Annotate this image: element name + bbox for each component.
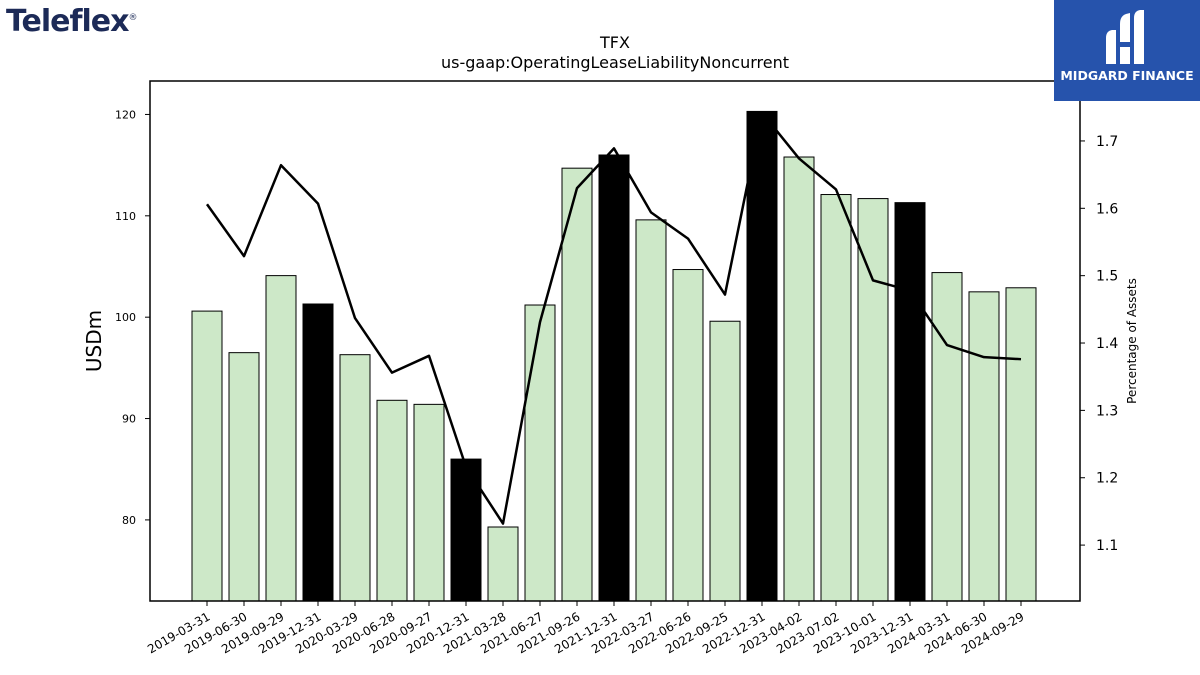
bar-2021-03-28 [487, 526, 519, 602]
bar-2019-03-31 [191, 310, 223, 602]
teleflex-wordmark: Teleflex [6, 4, 129, 39]
y2-tick-label-1.3: 1.3 [1096, 403, 1118, 419]
y-tick-label-90: 90 [122, 413, 136, 426]
left-axis: 80 90 100 110 120 [115, 108, 150, 527]
bar-2023-10-01 [857, 198, 889, 602]
bar-2024-06-30 [968, 291, 1000, 602]
midgard-wordmark: MIDGARD FINANCE [1060, 68, 1194, 83]
y2-tick-label-1.5: 1.5 [1096, 269, 1118, 285]
y2-tick-label-1.1: 1.1 [1096, 538, 1118, 554]
bar-2020-09-27 [413, 403, 445, 602]
teleflex-logo: Teleflex® [6, 4, 138, 39]
bar-2024-03-31 [931, 272, 963, 602]
y-axis-label: USDm [82, 310, 106, 372]
y2-axis-label: Percentage of Assets [1125, 278, 1139, 404]
x-axis: 2019-03-312019-06-302019-09-292019-12-31… [145, 601, 1027, 656]
bar-2019-09-29 [265, 275, 297, 602]
y-tick-label-120: 120 [115, 108, 136, 121]
bar-2021-12-31 [598, 154, 630, 602]
bar-2022-06-26 [672, 269, 704, 602]
bar-2020-03-29 [339, 354, 371, 602]
y-tick-label-110: 110 [115, 210, 136, 223]
y-tick-label-80: 80 [122, 514, 136, 527]
percentage-line [205, 111, 1022, 525]
y-tick-label-100: 100 [115, 311, 136, 324]
bar-2023-04-02 [783, 156, 815, 602]
bars-group [191, 110, 1037, 602]
bar-2020-12-31 [450, 458, 482, 602]
bar-2022-09-25 [709, 320, 741, 602]
bar-2023-12-31 [894, 202, 926, 602]
y2-tick-label-1.4: 1.4 [1096, 336, 1118, 352]
bar-2024-09-29 [1005, 287, 1037, 602]
right-axis: 1.1 1.2 1.3 1.4 1.5 1.6 1.7 [1080, 134, 1118, 554]
plot-frame [149, 80, 1081, 602]
bar-2022-03-27 [635, 219, 667, 602]
registered-mark: ® [128, 13, 138, 23]
bar-2022-12-31 [746, 110, 778, 602]
bar-2021-09-26 [561, 167, 593, 602]
bar-2019-12-31 [302, 303, 334, 602]
y2-tick-label-1.7: 1.7 [1096, 134, 1118, 150]
chart-subtitle: us-gaap:OperatingLeaseLiabilityNoncurren… [441, 53, 789, 72]
y2-tick-label-1.6: 1.6 [1096, 201, 1118, 217]
y2-tick-label-1.2: 1.2 [1096, 471, 1118, 487]
bar-2019-06-30 [228, 352, 260, 602]
line-group [205, 111, 1022, 525]
bar-2021-06-27 [524, 304, 556, 602]
chart-title: TFX [599, 33, 630, 52]
bar-2020-06-28 [376, 399, 408, 602]
bar-2023-07-02 [820, 194, 852, 602]
midgard-finance-logo: MIDGARD FINANCE [1054, 0, 1200, 101]
midgard-m-icon [1106, 10, 1144, 64]
